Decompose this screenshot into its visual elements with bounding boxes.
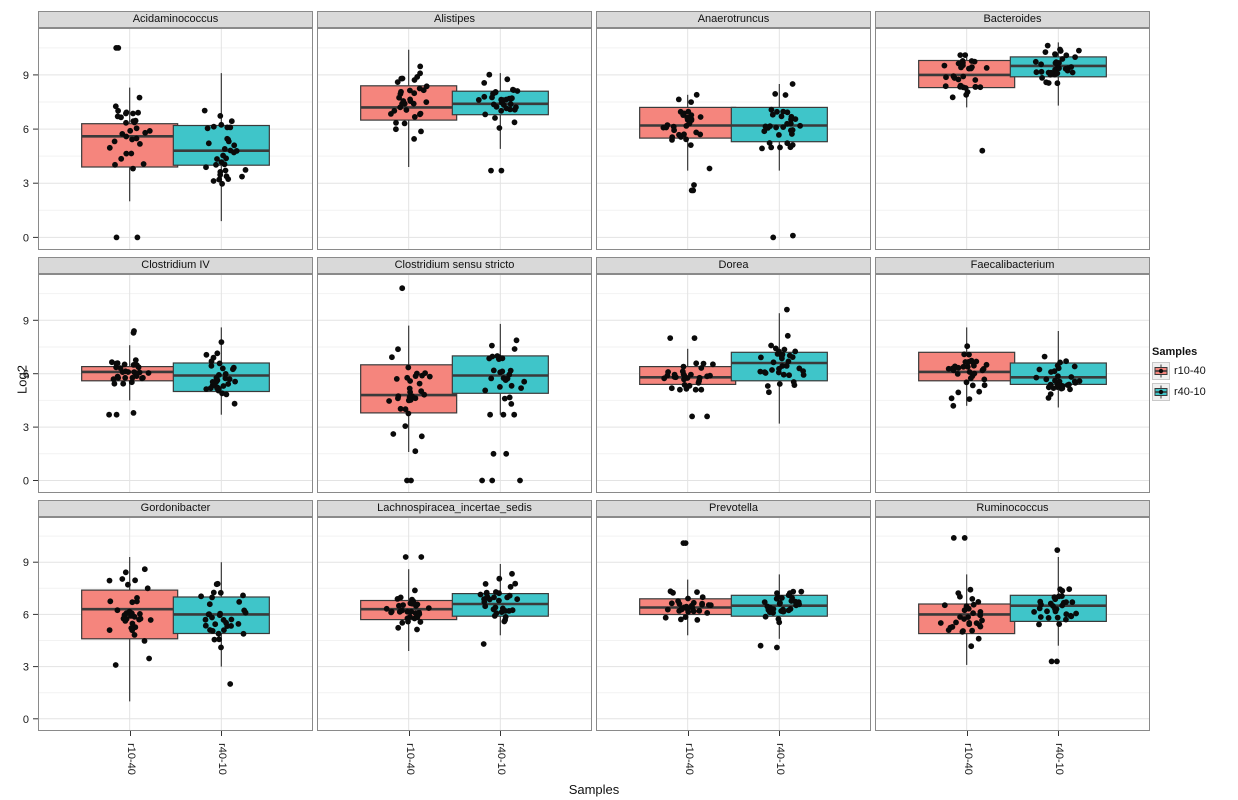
facet-title: Dorea [718, 259, 749, 271]
svg-text:0: 0 [23, 476, 29, 488]
facet-title: Lachnospiracea_incertae_sedis [377, 502, 532, 514]
x-tick-mark [500, 731, 502, 736]
x-tick-label: r10-40 [124, 743, 137, 775]
x-tick-label: r40-10 [495, 743, 508, 775]
facet-panel [875, 517, 1150, 731]
legend-label-r10-40: r10-40 [1174, 365, 1206, 377]
facet-strip: Ruminococcus [875, 500, 1150, 517]
facet-panel [596, 517, 871, 731]
svg-text:9: 9 [23, 557, 29, 569]
x-tick-mark [779, 731, 781, 736]
boxplot-key-icon [1152, 383, 1170, 401]
svg-text:6: 6 [23, 124, 29, 136]
x-tick-mark [687, 731, 689, 736]
x-tick-label: r10-40 [403, 743, 416, 775]
facet-panel [596, 28, 871, 250]
facet-strip: Bacteroides [875, 11, 1150, 28]
y-axis-title: Log2 [14, 365, 30, 394]
facet-strip: Anaerotruncus [596, 11, 871, 28]
facet-panel [38, 517, 313, 731]
x-tick-label: r40-10 [1053, 743, 1066, 775]
y-axis-ticks-row2: 0 3 6 9 [23, 315, 38, 488]
facet-title: Clostridium sensu stricto [394, 259, 515, 271]
facet-panel [38, 274, 313, 493]
y-axis-ticks-row3: 0 3 6 9 [23, 557, 38, 726]
facet-title: Ruminococcus [976, 502, 1049, 514]
y-axis-ticks-row1: 0 3 6 9 [23, 70, 38, 244]
svg-text:6: 6 [23, 369, 29, 381]
svg-text:0: 0 [23, 714, 29, 726]
svg-text:9: 9 [23, 315, 29, 327]
facet-panel [317, 28, 592, 250]
facet-title: Clostridium IV [141, 259, 210, 271]
x-tick-label: r10-40 [682, 743, 695, 775]
facet-strip: Dorea [596, 257, 871, 274]
x-tick-label: r40-10 [216, 743, 229, 775]
x-tick-label: r40-10 [774, 743, 787, 775]
facet-panel [317, 517, 592, 731]
facet-panel [875, 274, 1150, 493]
facet-strip: Prevotella [596, 500, 871, 517]
x-tick-mark [966, 731, 968, 736]
facet-strip: Clostridium sensu stricto [317, 257, 592, 274]
svg-text:3: 3 [23, 662, 29, 674]
legend: Samples r10-40 r40-10 [1152, 346, 1236, 404]
facet-panel [596, 274, 871, 493]
x-tick-label: r10-40 [961, 743, 974, 775]
legend-label-r40-10: r40-10 [1174, 386, 1206, 398]
svg-text:0: 0 [23, 232, 29, 244]
facet-strip: Clostridium IV [38, 257, 313, 274]
facet-title: Anaerotruncus [697, 13, 770, 25]
facet-strip: Faecalibacterium [875, 257, 1150, 274]
svg-text:3: 3 [23, 178, 29, 190]
x-axis-title: Samples [568, 782, 620, 797]
x-tick-mark [1058, 731, 1060, 736]
svg-text:6: 6 [23, 609, 29, 621]
legend-title: Samples [1152, 346, 1198, 358]
legend-entry-r40-10: r40-10 [1152, 383, 1236, 401]
x-tick-mark [129, 731, 131, 736]
facet-panel [317, 274, 592, 493]
facet-strip: Acidaminococcus [38, 11, 313, 28]
facet-panel [875, 28, 1150, 250]
facet-title: Gordonibacter [140, 502, 211, 514]
x-tick-mark [221, 731, 223, 736]
boxplot-key-icon [1152, 362, 1170, 380]
svg-text:9: 9 [23, 70, 29, 82]
facet-strip: Alistipes [317, 11, 592, 28]
facet-panel [38, 28, 313, 250]
facet-title: Prevotella [709, 502, 758, 514]
facet-strip: Gordonibacter [38, 500, 313, 517]
svg-text:3: 3 [23, 422, 29, 434]
facet-title: Alistipes [434, 13, 475, 25]
facet-title: Acidaminococcus [132, 13, 219, 25]
legend-entry-r10-40: r10-40 [1152, 362, 1236, 380]
facet-strip: Lachnospiracea_incertae_sedis [317, 500, 592, 517]
x-tick-mark [408, 731, 410, 736]
facet-title: Faecalibacterium [970, 259, 1055, 271]
facet-title: Bacteroides [983, 13, 1042, 25]
